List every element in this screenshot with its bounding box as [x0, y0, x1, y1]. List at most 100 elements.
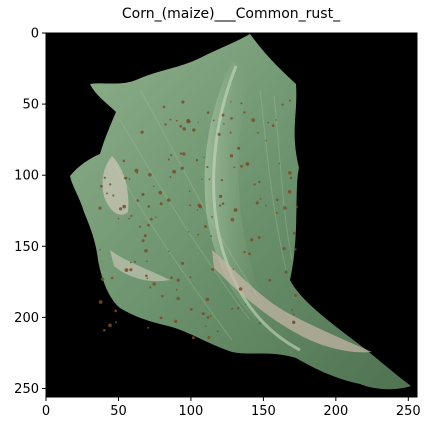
x-tick-label: 150 [251, 404, 276, 419]
rust-spot [189, 308, 193, 311]
rust-spot [281, 103, 284, 106]
rust-spot [291, 308, 294, 311]
rust-spot [146, 260, 148, 263]
rust-spot [102, 328, 106, 332]
rust-spot [268, 278, 272, 282]
x-axis: 0 50 100 150 200 250 [42, 397, 421, 419]
axes-frame [45, 32, 418, 398]
rust-spot [231, 307, 234, 310]
rust-spot [147, 223, 150, 227]
rust-spot [245, 162, 250, 166]
rust-spot [243, 250, 246, 254]
rust-spot [197, 233, 199, 236]
rust-spot [201, 178, 203, 181]
x-tick-label: 50 [110, 404, 127, 419]
rust-spot [167, 158, 170, 161]
rust-spot [181, 261, 184, 265]
rust-spot [169, 176, 172, 178]
rust-spot [100, 184, 103, 188]
rust-spot [191, 336, 195, 340]
y-tick-label: 200 [14, 311, 39, 326]
rust-spot [192, 128, 196, 132]
figure-title: Corn_(maize)___Common_rust_ [121, 6, 341, 22]
rust-spot [243, 111, 246, 114]
rust-spot [237, 307, 240, 310]
rust-spot [265, 139, 267, 142]
rust-spot [170, 154, 173, 157]
rust-spot [212, 119, 215, 122]
rust-spot [294, 248, 297, 251]
rust-spot [172, 169, 176, 174]
rust-spot [233, 208, 238, 212]
y-axis: 0 50 100 150 200 250 [14, 27, 46, 397]
rust-spot [206, 111, 210, 114]
x-tick-label: 0 [42, 404, 50, 419]
rust-spot [179, 124, 182, 128]
rust-spot [189, 204, 192, 207]
y-tick-label: 250 [14, 382, 39, 397]
rust-spot [179, 152, 183, 155]
x-tick-label: 200 [323, 404, 348, 419]
rust-spot [258, 322, 261, 325]
rust-spot [164, 123, 167, 126]
rust-spot [158, 190, 163, 195]
rust-spot [141, 192, 145, 197]
rust-spot [275, 119, 277, 121]
rust-spot [181, 100, 185, 104]
rust-spot [129, 261, 132, 264]
rust-spot [232, 268, 234, 270]
rust-spot [122, 159, 126, 163]
rust-spot [98, 206, 102, 210]
rust-spot [229, 154, 234, 158]
rust-spot [189, 276, 192, 279]
rust-spot [196, 209, 199, 211]
lesion-patch-left [102, 156, 129, 215]
rust-spot [257, 131, 259, 134]
rust-spot [136, 172, 139, 174]
rust-spot [128, 217, 130, 220]
rust-spot [176, 278, 180, 282]
rust-spot [122, 204, 127, 209]
rust-spot [218, 204, 222, 207]
rust-spot [208, 178, 211, 181]
rust-spot [283, 206, 287, 210]
rust-spot [106, 192, 108, 195]
rust-spot [147, 205, 151, 208]
rust-spot [134, 260, 137, 263]
y-tick-label: 100 [14, 169, 39, 184]
rust-spot [197, 121, 199, 124]
rust-spot [134, 168, 139, 173]
rust-spot [284, 270, 288, 274]
rust-spot [159, 202, 163, 206]
rust-spot [289, 176, 293, 180]
rust-spot [114, 309, 118, 313]
rust-spot [259, 198, 262, 200]
rust-spot [143, 234, 147, 238]
rust-spot [251, 118, 256, 122]
rust-spot [175, 288, 178, 291]
y-tick-label: 50 [22, 98, 39, 113]
rust-spot [221, 202, 225, 205]
rust-spot [265, 204, 267, 207]
rust-spot [275, 212, 278, 214]
rust-spot [144, 248, 148, 253]
rust-spot [198, 204, 203, 209]
rust-spot [112, 194, 115, 197]
rust-spot [275, 198, 279, 202]
rust-spot [221, 113, 225, 117]
rust-spot [187, 231, 190, 233]
y-tick-label: 0 [31, 27, 39, 42]
rust-spot [217, 132, 221, 136]
rust-spot [258, 180, 261, 184]
rust-spot [108, 323, 112, 328]
rust-spot [255, 201, 259, 205]
rust-spot [292, 313, 295, 316]
rust-spot [244, 303, 247, 306]
rust-spot [233, 166, 236, 169]
rust-spot [257, 236, 261, 239]
rust-spot [216, 330, 219, 333]
rust-spot [99, 249, 101, 251]
leaf-midrib [212, 65, 301, 352]
rust-spot [161, 294, 164, 298]
